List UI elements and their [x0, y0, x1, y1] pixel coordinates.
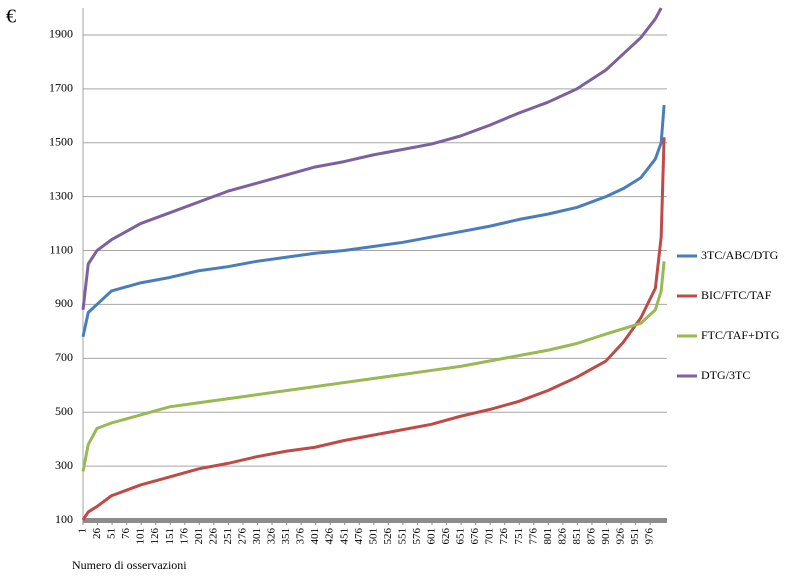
x-axis-label: Numero di osservazioni: [72, 558, 187, 572]
x-tick-label: 276: [236, 528, 248, 545]
x-tick-label: 426: [324, 528, 336, 545]
legend-label: BIC/FTC/TAF: [701, 288, 772, 302]
x-axis: [83, 518, 667, 523]
x-tick-label: 226: [207, 528, 219, 545]
x-tick-label: 576: [411, 528, 423, 545]
x-tick-label: 726: [498, 528, 510, 545]
x-tick-label: 376: [295, 528, 307, 545]
x-tick-label: 901: [600, 528, 612, 545]
x-tick-label: 76: [120, 528, 132, 540]
legend-label: FTC/TAF+DTG: [701, 328, 780, 342]
x-tick-label: 976: [644, 528, 656, 545]
legend-label: 3TC/ABC/DTG: [701, 248, 779, 262]
x-tick-label: 551: [396, 528, 408, 545]
y-tick-label: 500: [55, 404, 73, 418]
x-tick-label: 626: [440, 528, 452, 545]
legend-label: DTG/3TC: [701, 368, 750, 382]
x-tick-label: 101: [135, 528, 147, 545]
x-tick-label: 251: [222, 528, 234, 545]
y-tick-label: 100: [55, 512, 73, 526]
y-tick-label: 1500: [49, 134, 73, 148]
x-tick-label: 776: [527, 528, 539, 545]
y-tick-label: 1100: [49, 242, 73, 256]
x-tick-label: 826: [556, 528, 568, 545]
y-tick-label: 300: [55, 458, 73, 472]
x-tick-label: 851: [571, 528, 583, 545]
x-tick-label: 351: [280, 528, 292, 545]
y-tick-label: 1900: [49, 27, 73, 41]
y-tick-label: 900: [55, 296, 73, 310]
x-tick-label: 751: [513, 528, 525, 545]
x-tick-label: 601: [426, 528, 438, 545]
x-tick-label: 526: [382, 528, 394, 545]
series-line: [81, 261, 666, 472]
x-tick-label: 451: [338, 528, 350, 545]
x-tick-label: 126: [149, 528, 161, 545]
x-tick-label: 301: [251, 528, 263, 545]
x-tick-label: 26: [91, 528, 103, 540]
x-tick-label: 501: [367, 528, 379, 545]
y-axis-label: €: [6, 6, 16, 28]
x-tick-label: 951: [629, 528, 641, 545]
x-tick-label: 326: [266, 528, 278, 545]
x-tick-label: 176: [178, 528, 190, 545]
series-line: [81, 137, 666, 521]
x-tick-label: 476: [353, 528, 365, 545]
x-tick-label: 51: [106, 528, 118, 539]
y-tick-label: 1300: [49, 188, 73, 202]
y-tick-label: 1700: [49, 81, 73, 95]
x-tick-label: 151: [164, 528, 176, 545]
x-tick-label: 651: [455, 528, 467, 545]
x-tick-label: 676: [469, 528, 481, 545]
x-tick-label: 801: [542, 528, 554, 545]
x-tick-label: 401: [309, 528, 321, 545]
series-line: [81, 7, 663, 310]
series-line: [81, 104, 666, 338]
x-tick-label: 1: [77, 528, 89, 534]
x-tick-label: 701: [484, 528, 496, 545]
y-tick-label: 700: [55, 350, 73, 364]
x-tick-label: 926: [615, 528, 627, 545]
x-tick-label: 876: [585, 528, 597, 545]
x-tick-label: 201: [193, 528, 205, 545]
